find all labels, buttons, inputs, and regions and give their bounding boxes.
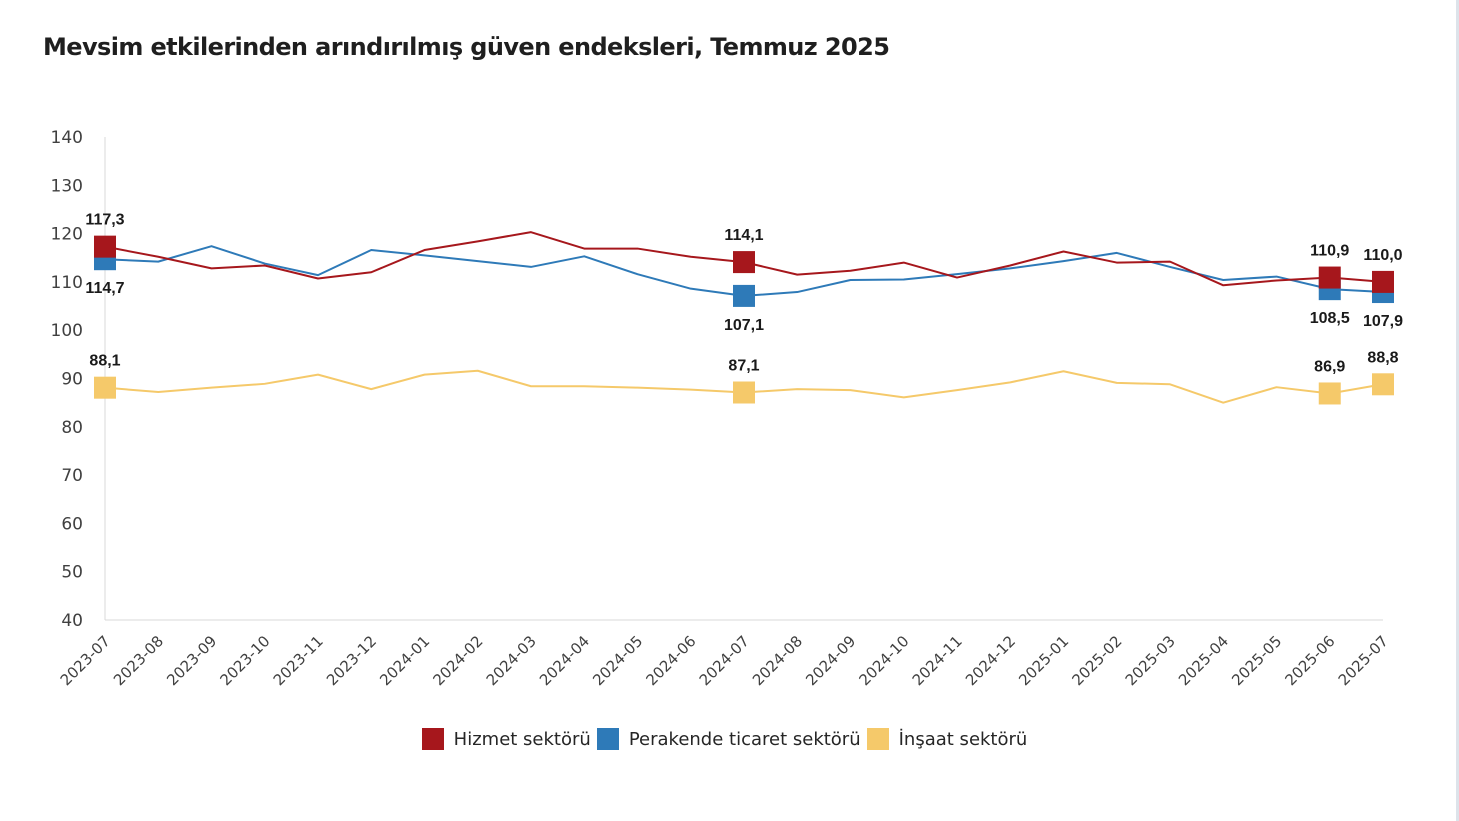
series-markers [94, 235, 1394, 405]
chart-title: Mevsim etkilerinden arındırılmış güven e… [43, 33, 890, 61]
data-label: 110,9 [1310, 243, 1349, 260]
x-tick-label: 2024-07 [696, 632, 753, 689]
legend-item-hizmet[interactable]: Hizmet sektörü [421, 728, 591, 750]
y-tick-label: 90 [61, 370, 83, 390]
data-label: 107,1 [724, 317, 764, 334]
data-label: 114,7 [85, 280, 124, 297]
data-label: 88,8 [1367, 349, 1398, 366]
axes: 4050607080901001101201301402023-072023-0… [51, 128, 1392, 689]
x-tick-label: 2024-04 [536, 632, 593, 689]
legend-item-perakende[interactable]: Perakende ticaret sektörü [596, 728, 861, 750]
data-marker [733, 251, 755, 274]
x-tick-label: 2024-06 [643, 632, 700, 689]
data-marker [1318, 266, 1341, 289]
x-tick-label: 2024-01 [376, 632, 433, 689]
x-tick-label: 2023-12 [323, 632, 380, 689]
x-tick-label: 2024-08 [749, 632, 806, 689]
y-tick-label: 120 [51, 225, 83, 245]
x-tick-label: 2024-11 [909, 632, 966, 689]
data-marker [94, 376, 116, 399]
legend-label-insaat: İnşaat sektörü [898, 728, 1028, 750]
x-tick-label: 2025-07 [1335, 632, 1392, 689]
x-tick-label: 2025-05 [1228, 632, 1285, 689]
scrollbar-track[interactable] [1456, 0, 1459, 821]
data-label: 107,9 [1363, 313, 1403, 330]
legend: Hizmet sektörü Perakende ticaret sektörü… [0, 728, 1459, 750]
x-tick-label: 2023-08 [110, 632, 167, 689]
x-tick-label: 2024-12 [962, 632, 1019, 689]
data-marker [733, 381, 755, 404]
legend-swatch-insaat [866, 728, 889, 750]
y-tick-label: 80 [61, 418, 83, 438]
x-tick-label: 2024-03 [483, 632, 540, 689]
data-marker [1372, 270, 1394, 293]
x-tick-label: 2024-05 [589, 632, 646, 689]
x-tick-label: 2024-02 [430, 632, 487, 689]
legend-label-hizmet: Hizmet sektörü [453, 728, 591, 750]
data-label: 86,9 [1314, 358, 1345, 375]
x-tick-label: 2023-07 [57, 632, 114, 689]
y-tick-label: 130 [51, 176, 83, 196]
data-label: 114,1 [724, 227, 763, 244]
y-tick-label: 50 [61, 563, 83, 583]
data-marker [733, 284, 755, 307]
y-tick-label: 100 [51, 321, 83, 341]
y-tick-label: 60 [61, 514, 83, 534]
x-tick-label: 2024-09 [802, 632, 859, 689]
data-labels: 117,3 114,1 110,9 110,0 114,7 107,1 108,5 107,9… [85, 212, 1403, 376]
x-tick-label: 2025-06 [1282, 632, 1339, 689]
y-tick-label: 70 [61, 466, 83, 486]
x-tick-label: 2023-10 [217, 632, 274, 689]
legend-item-insaat[interactable]: İnşaat sektörü [866, 728, 1028, 750]
data-label: 117,3 [85, 212, 124, 229]
x-tick-label: 2025-03 [1122, 632, 1179, 689]
legend-label-perakende: Perakende ticaret sektörü [628, 728, 861, 750]
x-tick-label: 2024-10 [856, 632, 913, 689]
data-label: 88,1 [89, 353, 120, 370]
y-tick-label: 140 [51, 128, 83, 148]
y-tick-label: 110 [51, 273, 83, 293]
legend-swatch-perakende [596, 728, 619, 750]
data-marker [94, 235, 116, 258]
data-marker [1372, 373, 1394, 396]
x-tick-label: 2025-01 [1015, 632, 1072, 689]
x-tick-label: 2025-02 [1069, 632, 1126, 689]
x-tick-label: 2023-11 [270, 632, 327, 689]
data-label: 108,5 [1310, 310, 1350, 327]
data-label: 87,1 [728, 358, 759, 375]
legend-swatch-hizmet [421, 728, 444, 750]
data-label: 110,0 [1363, 247, 1402, 264]
x-tick-label: 2025-04 [1175, 632, 1232, 689]
x-tick-label: 2023-09 [163, 632, 220, 689]
data-marker [1318, 382, 1341, 405]
y-tick-label: 40 [61, 611, 83, 631]
